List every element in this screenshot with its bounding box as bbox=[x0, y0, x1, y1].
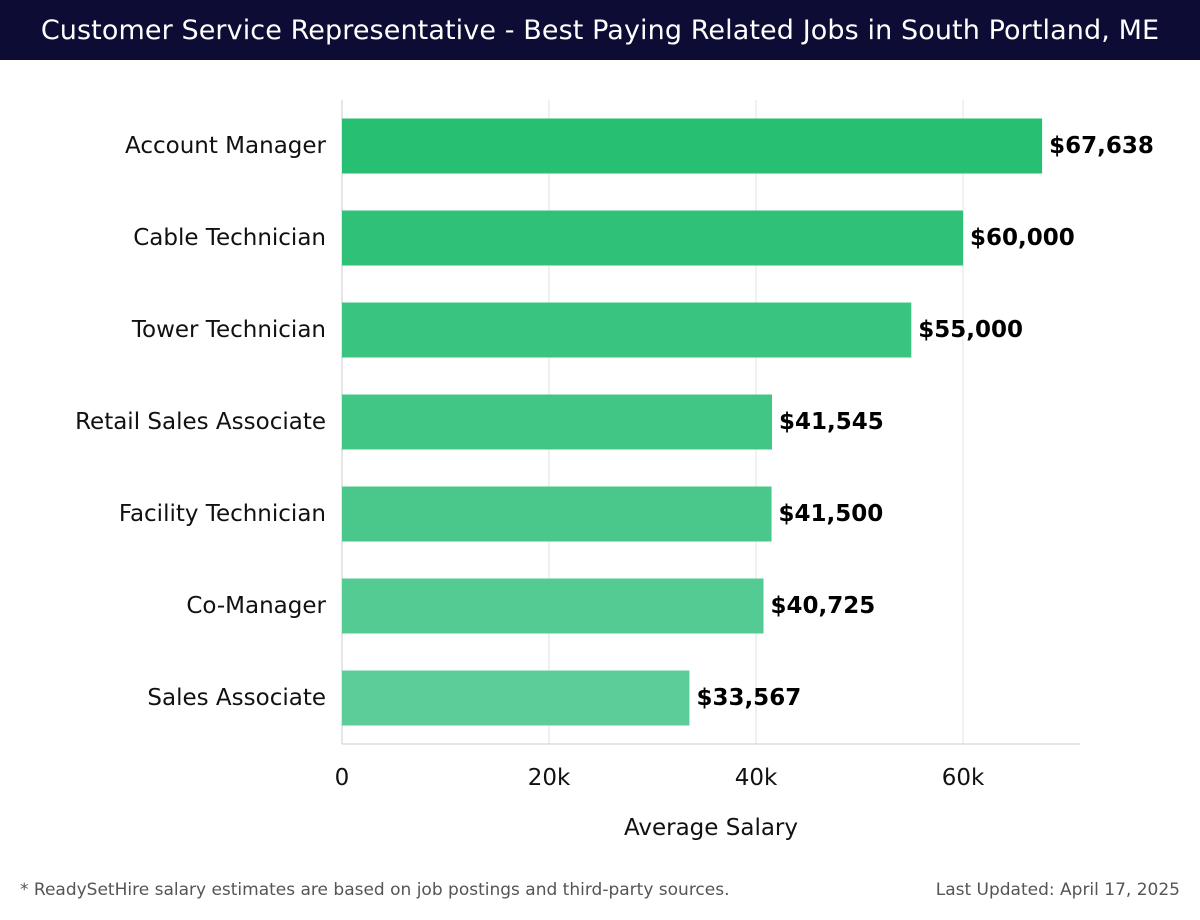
value-label: $33,567 bbox=[696, 685, 801, 711]
category-label: Co-Manager bbox=[186, 593, 326, 619]
value-label: $55,000 bbox=[918, 317, 1023, 343]
bar-retail-sales-associate bbox=[342, 394, 773, 450]
value-label: $41,500 bbox=[779, 501, 884, 527]
bar-cable-technician bbox=[342, 210, 964, 266]
bar-sales-associate bbox=[342, 670, 690, 726]
category-label: Tower Technician bbox=[131, 317, 326, 343]
title-bar: Customer Service Representative - Best P… bbox=[0, 0, 1200, 60]
category-label: Account Manager bbox=[125, 133, 327, 159]
chart-title: Customer Service Representative - Best P… bbox=[40, 14, 1160, 46]
category-label: Retail Sales Associate bbox=[75, 409, 326, 435]
value-label: $67,638 bbox=[1049, 133, 1154, 159]
bar-co-manager bbox=[342, 578, 764, 634]
value-label: $40,725 bbox=[771, 593, 876, 619]
category-label: Cable Technician bbox=[133, 225, 326, 251]
bar-facility-technician bbox=[342, 486, 772, 542]
x-tick-label: 20k bbox=[528, 765, 571, 791]
category-label: Facility Technician bbox=[119, 501, 326, 527]
bar-account-manager bbox=[342, 118, 1043, 174]
x-tick-label: 40k bbox=[735, 765, 778, 791]
x-tick-label: 60k bbox=[942, 765, 985, 791]
x-tick-label: 0 bbox=[335, 765, 350, 791]
value-label: $60,000 bbox=[970, 225, 1075, 251]
bar-chart: Account Manager $67,638 Cable Technician $6… bbox=[75, 100, 1154, 841]
category-label: Sales Associate bbox=[147, 685, 326, 711]
x-axis-label: Average Salary bbox=[624, 815, 798, 841]
footnote: * ReadySetHire salary estimates are base… bbox=[20, 880, 730, 900]
bar-tower-technician bbox=[342, 302, 912, 358]
value-label: $41,545 bbox=[779, 409, 884, 435]
last-updated: Last Updated: April 17, 2025 bbox=[935, 880, 1180, 900]
